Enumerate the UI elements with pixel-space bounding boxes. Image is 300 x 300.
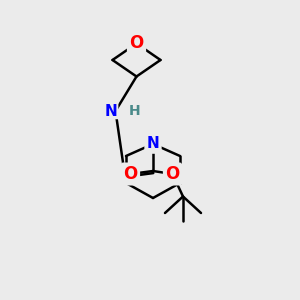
Text: H: H [129, 104, 141, 118]
Text: N: N [147, 136, 159, 152]
Text: O: O [123, 165, 138, 183]
Text: O: O [165, 165, 180, 183]
Text: N: N [105, 103, 118, 118]
Text: O: O [129, 34, 144, 52]
